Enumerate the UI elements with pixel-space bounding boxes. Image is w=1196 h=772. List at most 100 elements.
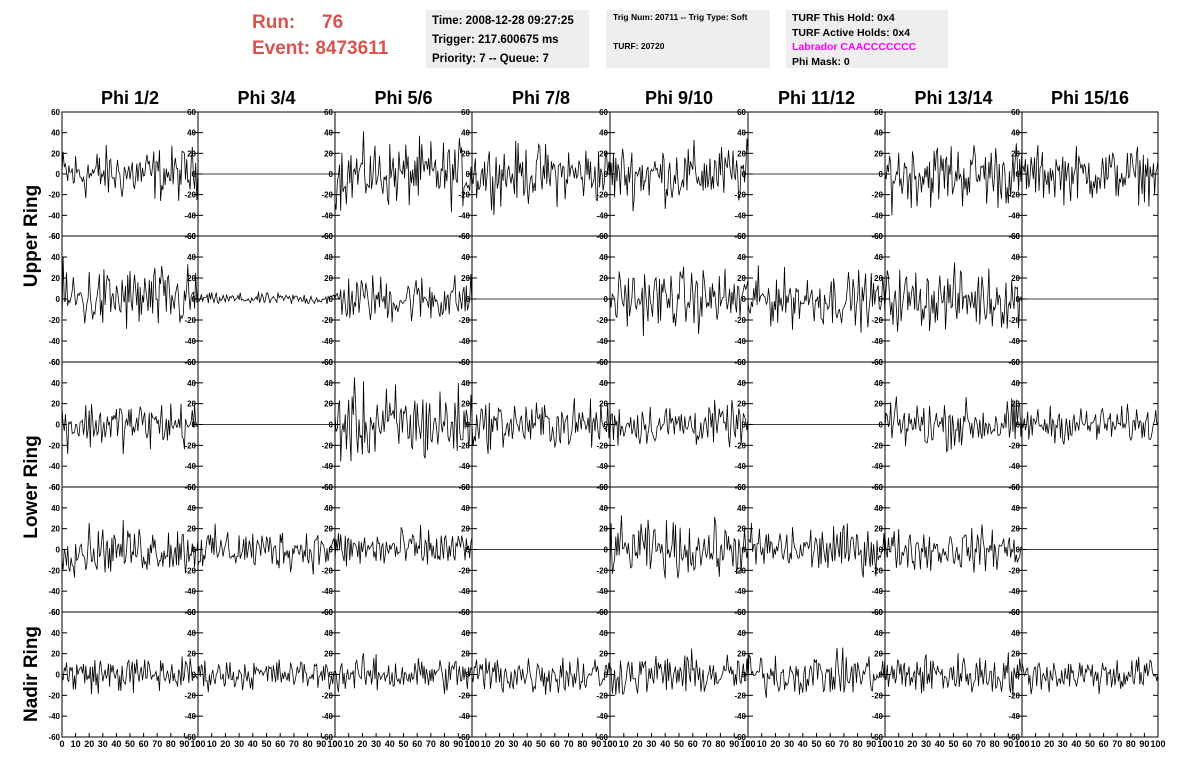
y-tick-label: -20 (1008, 691, 1020, 700)
run-label: Run: (252, 12, 296, 33)
y-tick-label: 60 (737, 608, 746, 617)
waveform-trace-r5-c3 (334, 653, 473, 694)
y-tick-label: 40 (461, 629, 470, 638)
waveform-trace-r2-c7 (884, 262, 1023, 332)
y-tick-label: 60 (1011, 108, 1020, 117)
y-tick-label: 40 (324, 504, 333, 513)
y-tick-label: 20 (187, 650, 196, 659)
y-tick-label: 20 (1011, 274, 1020, 283)
panel-frame (609, 611, 749, 738)
y-tick-label: 0 (192, 671, 197, 680)
x-tick-label: 80 (715, 739, 725, 749)
y-tick-label: 0 (1016, 671, 1021, 680)
x-tick-label: 20 (357, 739, 367, 749)
y-tick-label: -40 (734, 211, 746, 220)
y-tick-label: 20 (599, 274, 608, 283)
x-tick-label: 80 (440, 739, 450, 749)
y-tick-label: -20 (1008, 566, 1020, 575)
y-tick-label: 20 (1011, 650, 1020, 659)
y-tick-label: -60 (48, 483, 60, 492)
y-tick-label: -60 (734, 733, 746, 742)
y-tick-label: -40 (1008, 712, 1020, 721)
x-tick-label: 10 (207, 739, 217, 749)
x-tick-label: 40 (798, 739, 808, 749)
trigger-text: Trigger: 217.600675 ms (432, 34, 559, 46)
y-tick-label: -20 (48, 691, 60, 700)
y-tick-label: 60 (1011, 358, 1020, 367)
y-tick-label: 20 (874, 274, 883, 283)
y-tick-label: -20 (48, 316, 60, 325)
y-tick-label: -40 (596, 587, 608, 596)
y-tick-label: 0 (56, 170, 61, 179)
x-tick-label: 80 (166, 739, 176, 749)
labrador-text: Labrador CAACCCCCCC (792, 41, 917, 53)
y-tick-label: 60 (874, 358, 883, 367)
run-value: 76 (322, 12, 344, 33)
waveform-trace-r4-c7 (884, 524, 1023, 573)
x-tick-label: 20 (1044, 739, 1054, 749)
x-tick-label: 0 (1019, 739, 1024, 749)
turf-text: TURF: 20720 (613, 41, 665, 51)
y-tick-label: -20 (596, 691, 608, 700)
y-tick-label: 40 (874, 253, 883, 262)
y-tick-label: -20 (321, 441, 333, 450)
y-tick-label: -20 (1008, 441, 1020, 450)
y-tick-label: -40 (184, 587, 196, 596)
x-tick-label: 100 (1014, 739, 1029, 749)
y-tick-label: 0 (329, 671, 334, 680)
y-tick-label: 20 (1011, 400, 1020, 409)
x-tick-label: 50 (1085, 739, 1095, 749)
event-value: 8473611 (315, 38, 389, 59)
waveform-trace-r4-c1 (61, 519, 199, 578)
x-tick-label: 60 (412, 739, 422, 749)
y-tick-label: 60 (51, 232, 60, 241)
y-tick-label: 0 (879, 170, 884, 179)
x-tick-label: 100 (740, 739, 755, 749)
y-tick-label: 20 (874, 650, 883, 659)
y-tick-label: 60 (324, 232, 333, 241)
x-tick-label: 70 (702, 739, 712, 749)
y-tick-label: 60 (874, 483, 883, 492)
y-tick-label: 40 (1011, 504, 1020, 513)
x-tick-label: 20 (220, 739, 230, 749)
x-tick-label: 60 (139, 739, 149, 749)
y-tick-label: 40 (599, 129, 608, 138)
y-tick-label: 40 (324, 253, 333, 262)
y-tick-label: -60 (48, 232, 60, 241)
x-tick-label: 100 (464, 739, 479, 749)
y-tick-label: 40 (461, 253, 470, 262)
y-tick-label: 60 (461, 483, 470, 492)
x-tick-label: 50 (674, 739, 684, 749)
y-tick-label: 20 (187, 525, 196, 534)
y-tick-label: -40 (48, 211, 60, 220)
y-tick-label: 60 (737, 358, 746, 367)
waveform-trace-r3-c4 (471, 398, 611, 454)
row-title-2: Lower Ring (21, 435, 42, 538)
x-tick-label: 70 (1112, 739, 1122, 749)
x-tick-label: 100 (877, 739, 892, 749)
y-tick-label: -60 (184, 733, 196, 742)
x-tick-label: 50 (125, 739, 135, 749)
y-tick-label: 40 (187, 129, 196, 138)
y-tick-label: 40 (187, 504, 196, 513)
waveform-trace-r5-c1 (61, 656, 199, 695)
waveform-trace-r2-c6 (747, 265, 886, 333)
y-tick-label: 0 (1016, 421, 1021, 430)
y-tick-label: 40 (874, 379, 883, 388)
y-tick-label: 20 (187, 274, 196, 283)
y-tick-label: 40 (737, 504, 746, 513)
y-tick-label: -20 (48, 566, 60, 575)
y-tick-label: 60 (461, 358, 470, 367)
y-tick-label: 20 (324, 400, 333, 409)
waveform-trace-r2-c1 (61, 257, 199, 329)
y-tick-label: -20 (596, 191, 608, 200)
x-tick-label: 100 (1150, 739, 1165, 749)
y-tick-label: 0 (742, 421, 747, 430)
y-tick-label: 60 (51, 358, 60, 367)
y-tick-label: -20 (458, 191, 470, 200)
y-tick-label: -20 (184, 441, 196, 450)
y-tick-label: -40 (596, 337, 608, 346)
y-tick-label: -20 (734, 691, 746, 700)
y-tick-label: 40 (461, 129, 470, 138)
y-tick-label: -20 (321, 566, 333, 575)
